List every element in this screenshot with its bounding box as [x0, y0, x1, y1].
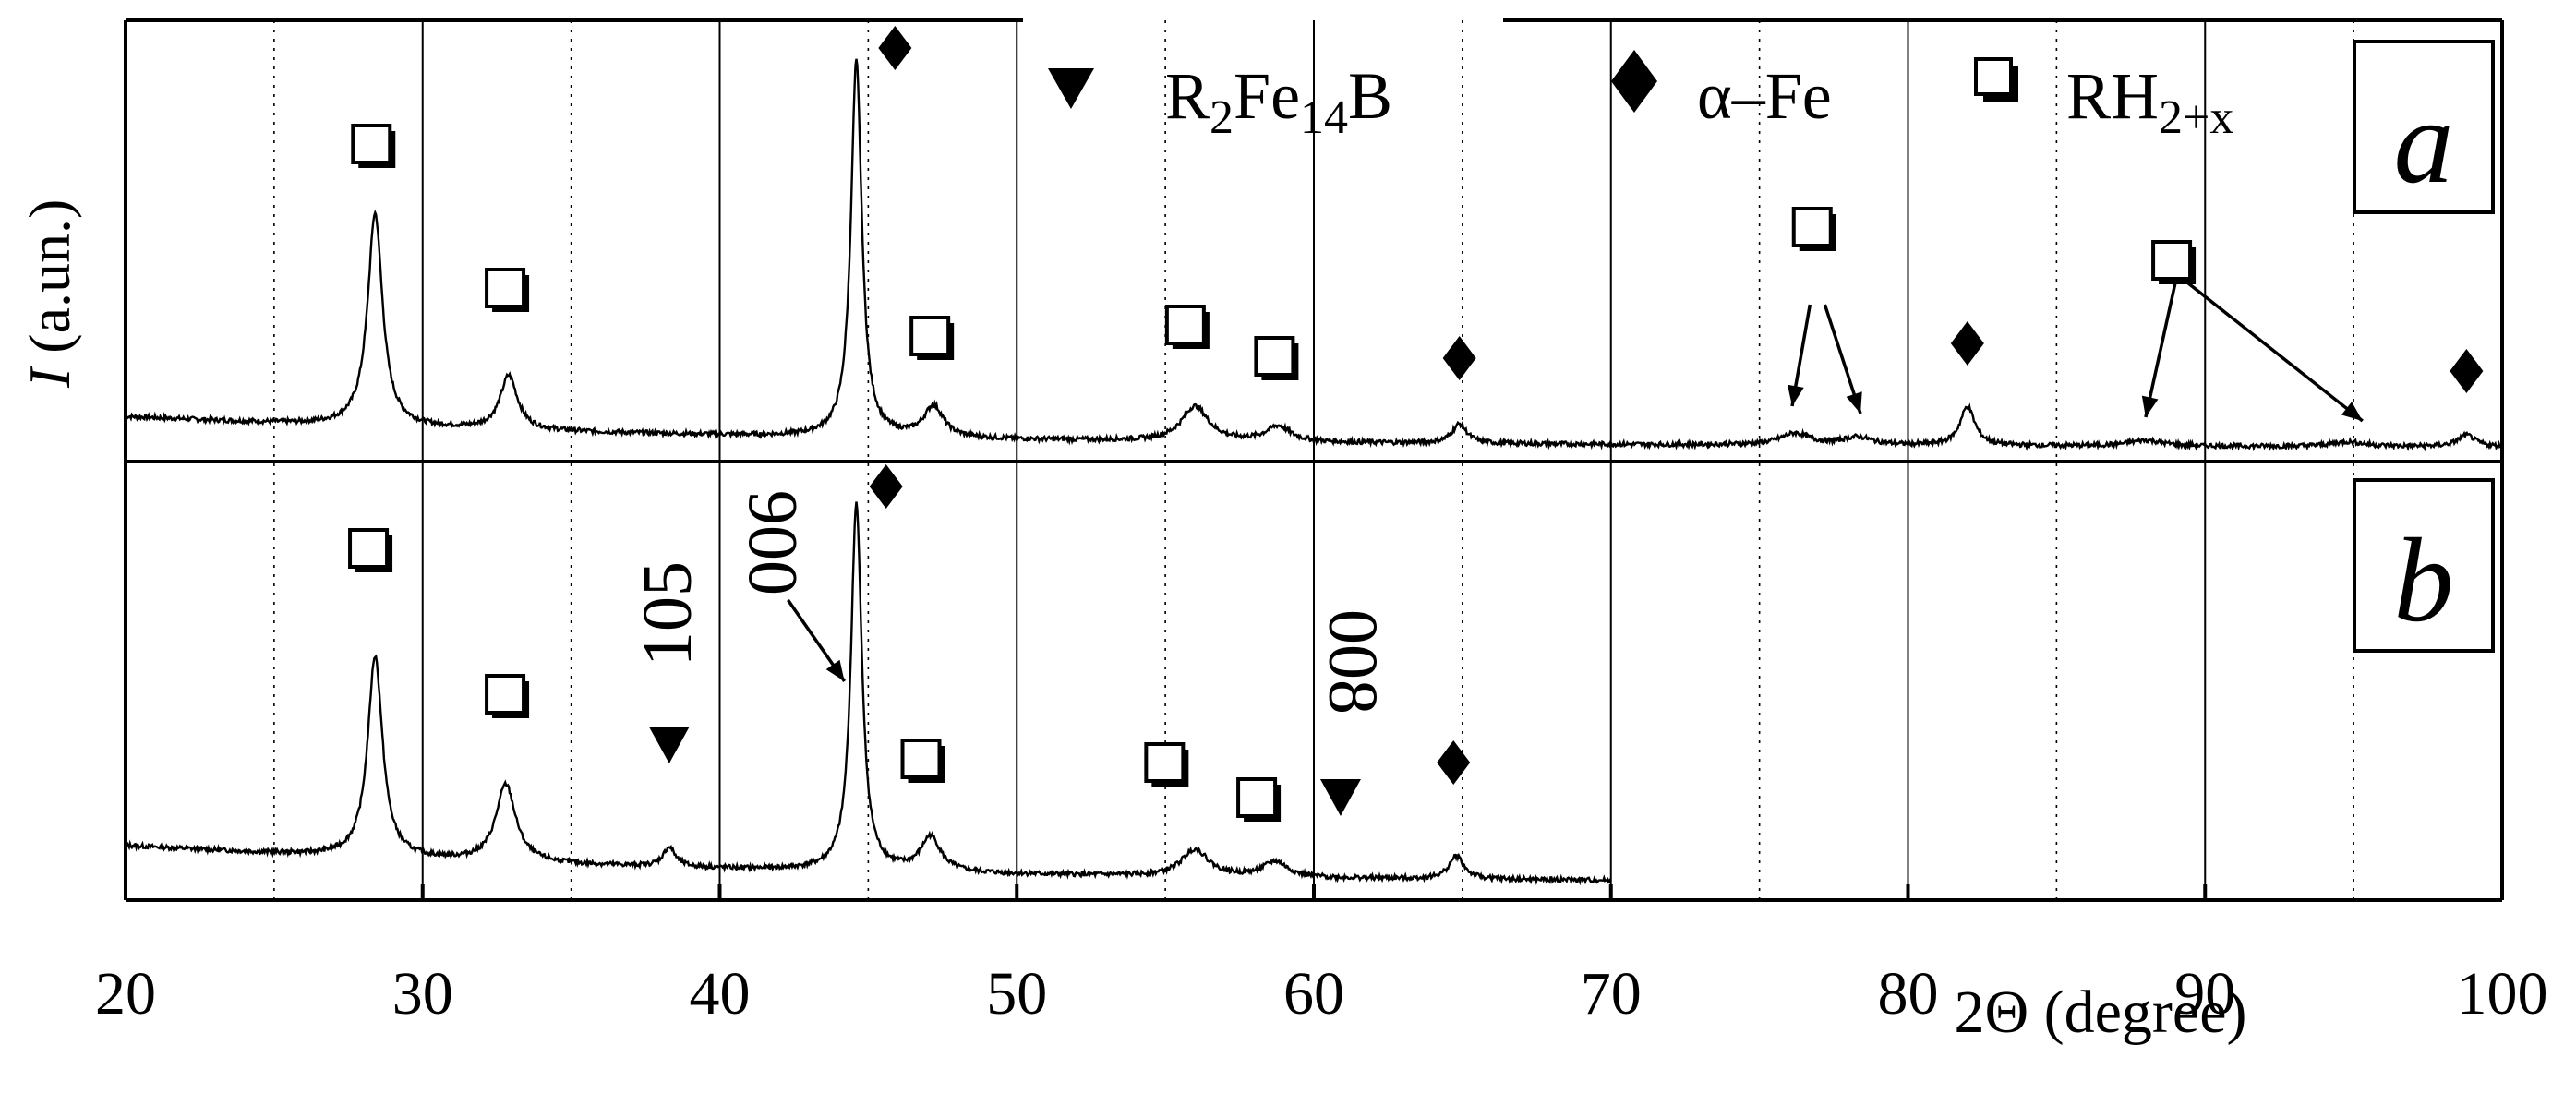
diamond-marker	[878, 26, 912, 70]
arrow-head	[2341, 402, 2363, 421]
diamond-marker	[1442, 336, 1476, 380]
diamond-marker	[1437, 740, 1471, 785]
arrow	[1823, 304, 1862, 414]
arrow-head	[1846, 391, 1862, 414]
square-marker-face	[1236, 777, 1278, 818]
arrow-shaft	[2185, 281, 2364, 423]
square-marker	[1164, 305, 1210, 349]
square-marker	[909, 316, 955, 360]
diamond-marker	[2450, 349, 2484, 393]
square-marker-face	[485, 268, 526, 308]
x-tick-label: 60	[1283, 960, 1344, 1027]
phase-markers	[348, 26, 2484, 822]
square-marker	[900, 739, 945, 783]
down-triangle-marker	[1319, 779, 1361, 816]
x-tick-label: 40	[690, 960, 751, 1027]
diamond-marker	[1611, 50, 1657, 113]
square-marker	[1236, 777, 1282, 822]
panel-a-frame	[2353, 40, 2495, 214]
arrow-shaft	[2144, 282, 2177, 418]
legend: R2Fe14B α–Fe RH2+x	[1048, 50, 2233, 144]
square-marker-face	[485, 674, 526, 715]
panel-a-label: a	[2394, 76, 2454, 209]
hkl-008: 008	[1314, 609, 1391, 715]
arrow-head	[825, 659, 845, 681]
square-marker-face	[909, 316, 951, 356]
square-marker	[1974, 57, 2013, 96]
square-marker-face	[1164, 305, 1206, 345]
square-marker	[485, 674, 530, 718]
x-tick-label: 30	[392, 960, 453, 1027]
arrow	[1787, 304, 1812, 407]
legend-item-rh2x: RH2+x	[1974, 57, 2233, 144]
square-marker-face	[351, 124, 392, 164]
x-tick-label: 50	[986, 960, 1047, 1027]
square-marker-face	[1254, 336, 1295, 377]
square-marker	[485, 268, 530, 312]
legend-label-rh2x: RH2+x	[2066, 59, 2233, 144]
panel-b-label-box: b	[2353, 478, 2495, 653]
legend-label-alpha-fe: α–Fe	[1697, 59, 1832, 133]
x-tick-label: 20	[95, 960, 156, 1027]
panel-b-label: b	[2394, 514, 2454, 647]
panel-a-label-box: a	[2353, 40, 2495, 214]
x-tick-label: 90	[2174, 960, 2235, 1027]
arrow-head	[1787, 384, 1804, 406]
pattern-line	[125, 58, 2503, 452]
peak-arrows	[787, 281, 2364, 682]
arrow-head	[2141, 395, 2159, 417]
pattern-line	[125, 501, 1612, 886]
legend-label-r2fe14b: R2Fe14B	[1165, 59, 1392, 144]
square-marker	[2151, 240, 2197, 284]
hkl-105: 105	[629, 561, 706, 667]
arrow	[2185, 281, 2364, 423]
square-marker	[348, 528, 393, 572]
square-marker	[1791, 207, 1836, 251]
arrow	[787, 599, 847, 682]
x-tick-label: 80	[1878, 960, 1939, 1027]
x-tick-label: 100	[2457, 960, 2548, 1027]
y-axis-label: I (a.un.)	[17, 199, 82, 389]
x-tick-label: 70	[1581, 960, 1642, 1027]
square-marker	[1254, 336, 1299, 380]
x-axis-label: 2Θ (degree)	[1955, 979, 2247, 1046]
x-ticks: 20 30 40 50 60 70 80 90 100	[95, 884, 2548, 1027]
square-marker	[1144, 742, 1189, 787]
legend-item-r2fe14b: R2Fe14B	[1048, 59, 1392, 144]
square-marker-face	[900, 739, 942, 779]
down-triangle-marker	[1048, 68, 1094, 109]
diamond-marker	[1950, 321, 1984, 366]
panel-a-pattern	[125, 58, 2503, 452]
square-marker-face	[348, 528, 390, 569]
diamond-marker	[869, 464, 903, 509]
legend-item-alpha-fe: α–Fe	[1611, 50, 1832, 133]
arrow	[2141, 282, 2177, 418]
square-marker-face	[1791, 207, 1833, 247]
down-triangle-marker	[648, 727, 690, 763]
square-marker-face	[2151, 240, 2193, 281]
square-marker-face	[1144, 742, 1186, 783]
hkl-006: 006	[734, 490, 812, 595]
miller-indices: 105 006 008	[629, 490, 1391, 715]
panel-b-pattern	[125, 501, 1612, 886]
panel-b-frame	[2353, 478, 2495, 653]
plot-frame	[124, 18, 2504, 902]
square-marker	[351, 124, 396, 168]
